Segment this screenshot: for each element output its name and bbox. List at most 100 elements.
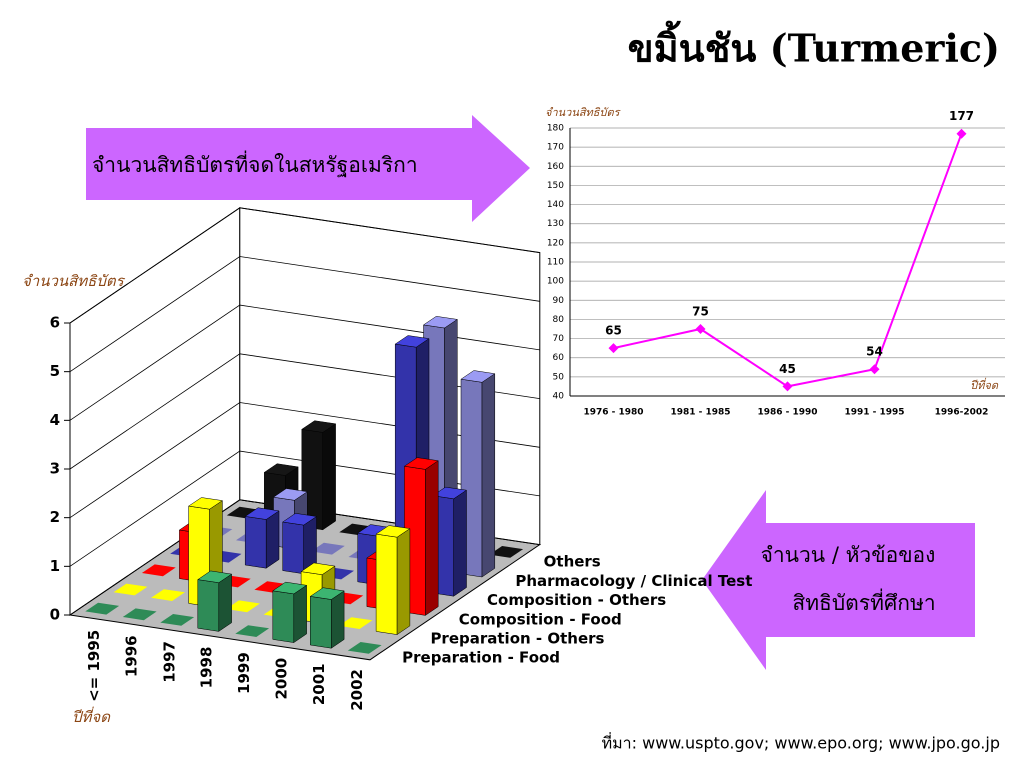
arrow-right xyxy=(86,115,530,222)
legend-label: Pharmacology / Clinical Test xyxy=(515,572,752,590)
y-tick-label: 6 xyxy=(50,314,60,332)
bar-top xyxy=(300,562,336,575)
bar xyxy=(489,546,524,558)
bar-side xyxy=(322,423,336,531)
bar xyxy=(309,587,345,649)
x-tick-label: 1996 xyxy=(123,635,141,677)
x-tick-label: 2002 xyxy=(348,669,366,711)
bar-top xyxy=(187,497,224,510)
bar-side xyxy=(331,590,345,649)
y-tick-label: 150 xyxy=(547,181,564,191)
y-tick-label: 3 xyxy=(50,460,60,478)
y-tick-label: 100 xyxy=(547,277,564,287)
x-tick-label: 1996-2002 xyxy=(935,408,989,418)
y-tick-label: 120 xyxy=(547,238,564,248)
y-tick-label: 130 xyxy=(547,219,564,229)
bar xyxy=(197,570,233,632)
y-tick-label: 140 xyxy=(547,200,564,210)
bar-floor-tile xyxy=(151,589,185,601)
x-tick-label: 1981 - 1985 xyxy=(670,408,730,418)
bar-side xyxy=(265,510,280,569)
bar-floor-tile xyxy=(235,625,270,637)
bar xyxy=(272,581,308,644)
bar-top xyxy=(309,587,345,600)
x-axis-label: ปีที่จด xyxy=(72,706,111,726)
bar-top xyxy=(244,507,280,520)
bar-top xyxy=(272,488,308,501)
bar-floor-tile xyxy=(338,617,373,629)
bar-top xyxy=(394,335,430,348)
bar-side xyxy=(425,460,439,616)
y-tick-label: 60 xyxy=(553,353,565,363)
callout-text: สิทธิบัตรที่ศึกษา xyxy=(792,588,935,615)
marker xyxy=(869,364,880,375)
x-tick-label: 1986 - 1990 xyxy=(757,408,817,418)
bar-front xyxy=(197,579,220,632)
bar-front xyxy=(272,590,295,643)
bar xyxy=(375,525,411,636)
bar xyxy=(311,542,345,555)
slide-title: ขมิ้นชัน (Turmeric) xyxy=(628,21,1000,71)
bar-top xyxy=(460,370,496,383)
marker xyxy=(608,343,619,354)
bar-top xyxy=(375,525,411,538)
bar-floor-tile xyxy=(311,542,345,555)
bar-floor-tile xyxy=(160,614,195,626)
x-tick-label: 2001 xyxy=(310,663,328,705)
bar xyxy=(254,581,289,593)
bar xyxy=(244,507,280,569)
x-axis-label: ปีที่จด xyxy=(970,377,999,392)
y-tick-label: 180 xyxy=(547,124,564,134)
y-tick-label: 2 xyxy=(50,508,60,526)
bar-top xyxy=(301,420,337,433)
y-tick-label: 0 xyxy=(50,606,60,624)
legend-label: Composition - Food xyxy=(459,610,622,628)
bar-front xyxy=(282,521,304,575)
bar-front xyxy=(244,516,267,569)
bar xyxy=(226,506,261,519)
bar-front xyxy=(375,533,398,635)
bar-floor-tile xyxy=(122,608,157,621)
x-tick-label: 1997 xyxy=(160,641,178,683)
y-tick-label: 170 xyxy=(547,143,564,153)
bar-floor-tile xyxy=(141,564,176,577)
bar-top xyxy=(403,457,439,470)
bar xyxy=(160,614,195,626)
source: ที่มา: www.uspto.gov; www.epo.org; www.j… xyxy=(602,732,1000,753)
bar-floor-tile xyxy=(85,602,120,615)
y-tick-label: 40 xyxy=(553,392,565,402)
bar-floor-tile xyxy=(254,581,289,593)
data-label: 45 xyxy=(779,362,796,376)
bar xyxy=(338,617,373,629)
bar-floor-tile xyxy=(339,523,374,536)
y-axis-label: จำนวนสิทธิบัตร xyxy=(22,272,126,290)
marker xyxy=(956,128,967,139)
marker xyxy=(782,381,793,392)
bar-floor-tile xyxy=(489,546,524,558)
bar-top xyxy=(263,463,299,476)
y-tick-label: 90 xyxy=(553,296,565,306)
bar-floor-tile xyxy=(347,642,382,654)
legend-label: Preparation - Others xyxy=(430,630,604,648)
arrow-left xyxy=(702,490,975,670)
bar xyxy=(85,602,120,615)
bar xyxy=(141,564,176,577)
x-tick-label: 1999 xyxy=(235,652,253,694)
x-tick-label: 2000 xyxy=(273,658,291,700)
bar-side xyxy=(481,373,496,578)
bar-top xyxy=(197,570,233,583)
legend-label: Composition - Others xyxy=(487,591,666,609)
callout-text: จำนวน / หัวข้อของ xyxy=(761,543,936,567)
bar xyxy=(113,583,148,596)
x-tick-label: 1976 - 1980 xyxy=(583,408,643,418)
bar-top xyxy=(432,486,468,500)
line xyxy=(613,133,963,388)
x-tick-label: 1991 - 1995 xyxy=(844,408,904,418)
grid-line xyxy=(69,256,540,373)
bar-floor-tile xyxy=(113,583,148,596)
callout-text: จำนวนสิทธิบัตรที่จดในสหรัฐอเมริกา xyxy=(92,150,418,177)
data-label: 65 xyxy=(605,324,622,338)
bar-side xyxy=(396,528,411,636)
bar-side xyxy=(453,489,467,597)
